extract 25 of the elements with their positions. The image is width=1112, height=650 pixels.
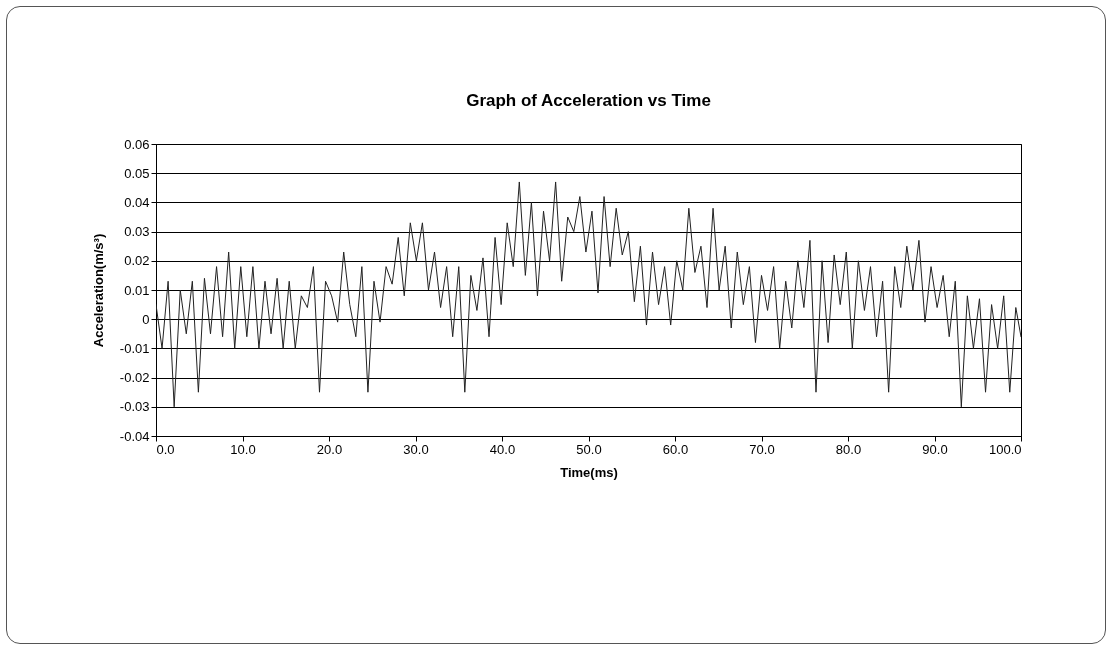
x-tick-label: 0.0 [156, 441, 175, 457]
x-tick-label: 90.0 [922, 441, 948, 457]
x-tick-label: 20.0 [316, 441, 343, 457]
x-tick-label: 40.0 [489, 441, 516, 457]
y-tick-label: -0.04 [119, 428, 150, 444]
x-tick-label: 30.0 [403, 441, 429, 457]
chart-title: Graph of Acceleration vs Time [466, 91, 711, 110]
y-tick-label: 0.05 [124, 165, 150, 181]
y-tick-label: -0.02 [119, 370, 150, 386]
x-tick-label: 70.0 [749, 441, 775, 457]
y-tick-label: 0.04 [124, 194, 150, 210]
y-tick-label: -0.03 [119, 399, 150, 415]
y-tick-label: 0.02 [124, 253, 150, 269]
y-axis-title: Acceleration(m/s³) [90, 233, 106, 348]
y-tick-label: 0 [142, 311, 150, 327]
x-tick-label: 60.0 [662, 441, 689, 457]
y-tick-label: 0.03 [124, 224, 150, 240]
y-tick-label: 0.01 [124, 282, 150, 298]
x-axis-title: Time(ms) [560, 464, 618, 480]
x-tick-label: 50.0 [576, 441, 602, 457]
x-tick-label: 10.0 [230, 441, 256, 457]
y-tick-label: 0.06 [124, 136, 150, 152]
x-tick-label: 100.0 [988, 441, 1022, 457]
x-tick-label: 80.0 [835, 441, 862, 457]
y-tick-label: -0.01 [119, 340, 150, 356]
